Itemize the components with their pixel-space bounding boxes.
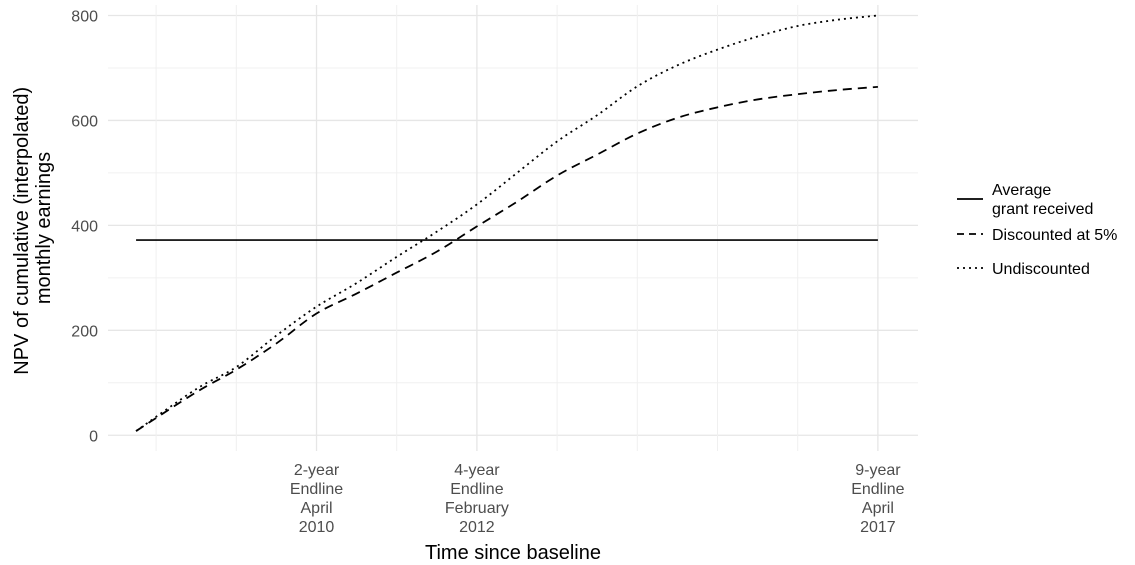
x-tick-label: 4-year Endline February 2012	[445, 462, 509, 536]
y-axis-ticks: 0 200 400 600 800	[71, 8, 98, 445]
y-axis-title-line-2: monthly earnings	[33, 152, 55, 304]
y-tick-label: 0	[89, 428, 98, 445]
x-tick-label-line: Endline	[290, 481, 343, 498]
legend-label-2: Discounted at 5%	[992, 227, 1117, 244]
y-tick-label: 600	[71, 113, 98, 130]
x-tick-label-line: 2012	[459, 519, 495, 536]
x-axis-title: Time since baseline	[425, 542, 601, 564]
x-tick-label-line: April	[862, 500, 894, 517]
x-tick-label-line: 2-year	[294, 462, 340, 479]
x-tick-label-line: April	[301, 500, 333, 517]
legend-label-3: Undiscounted	[992, 261, 1090, 278]
x-tick-label-line: 4-year	[454, 462, 500, 479]
x-tick-label-line: Endline	[851, 481, 904, 498]
grid-lines	[108, 5, 918, 451]
x-tick-label-line: February	[445, 500, 509, 517]
x-axis-ticks: 2-year Endline April 2010 4-year Endline Febru…	[290, 462, 905, 536]
x-tick-label-line: 2017	[860, 519, 896, 536]
series-line-3	[135, 14, 878, 432]
y-tick-label: 400	[71, 218, 98, 235]
legend: Average grant received Discounted at 5% Und…	[957, 182, 1117, 278]
legend-label-line: Discounted at 5%	[992, 227, 1117, 244]
series-lines	[135, 14, 878, 432]
legend-label-line: grant received	[992, 201, 1093, 218]
x-tick-label-line: 2010	[299, 519, 335, 536]
y-tick-label: 800	[71, 8, 98, 25]
x-tick-label: 9-year Endline April 2017	[851, 462, 904, 536]
x-tick-label: 2-year Endline April 2010	[290, 462, 343, 536]
y-axis-title-line-1: NPV of cumulative (interpolated)	[11, 87, 33, 375]
legend-label-line: Average	[992, 182, 1051, 199]
x-tick-label-line: Endline	[450, 481, 503, 498]
series-line-2	[135, 85, 878, 432]
legend-label-line: Undiscounted	[992, 261, 1090, 278]
y-tick-label: 200	[71, 323, 98, 340]
legend-label-1: Average grant received	[992, 182, 1093, 218]
y-axis-title: NPV of cumulative (interpolated) monthly…	[11, 81, 55, 374]
x-tick-label-line: 9-year	[855, 462, 901, 479]
